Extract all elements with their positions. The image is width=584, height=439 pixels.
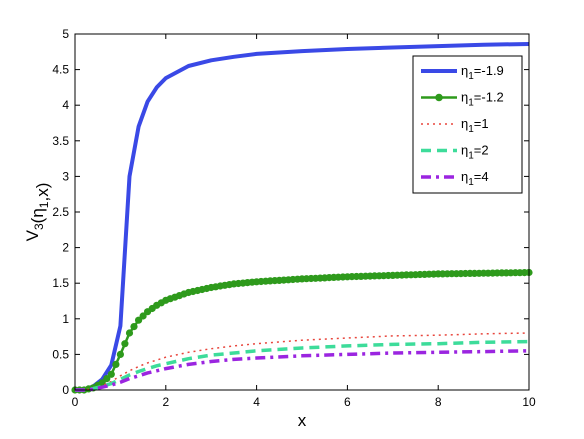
x-axis-label: x [298, 411, 307, 430]
series-line-3 [75, 339, 530, 392]
x-tick-label: 10 [522, 395, 536, 409]
x-tick-label: 0 [72, 395, 79, 409]
y-tick-label: 5 [62, 27, 69, 41]
y-tick-label: 1.5 [52, 276, 69, 290]
series-line-0 [75, 42, 530, 392]
legend-entry-label: η1=-1.2 [461, 90, 504, 109]
series-marker [112, 360, 120, 368]
legend-entry-label: η1=-1.9 [461, 63, 504, 82]
series-line-1 [75, 271, 530, 392]
y-tick-label: 0 [62, 383, 69, 397]
y-tick-label: 2.5 [52, 205, 69, 219]
legend: η1=-1.9 η1=-1.2 η1=1 η1=2 η1=4 [412, 55, 523, 194]
legend-marker [435, 93, 443, 102]
legend-entry-label: η1=4 [461, 169, 489, 188]
series-marker [135, 316, 143, 324]
y-tick-label: 3.5 [52, 134, 69, 148]
y-tick-label: 4 [62, 98, 69, 112]
series-marker [125, 329, 134, 337]
series-marker [130, 323, 138, 331]
series-line-4 [75, 349, 530, 392]
series-marker [107, 370, 115, 378]
axis-ticks: 0 2 4 6 8 10 0 0.5 1 1.5 2 2.5 3 3.5 4 4.5 5 [52, 27, 536, 409]
y-tick-label: 1 [62, 312, 69, 326]
y-tick-label: 3 [62, 169, 69, 183]
x-tick-label: 2 [162, 395, 169, 409]
plot-lines [71, 42, 533, 394]
y-tick-label: 4.5 [52, 63, 69, 77]
series-marker [98, 379, 106, 387]
legend-entry-label: η1=2 [461, 143, 489, 162]
series-line-2 [75, 332, 530, 391]
series-marker [116, 350, 124, 358]
x-tick-label: 8 [435, 395, 442, 409]
series-marker [139, 312, 147, 320]
legend-box [412, 55, 523, 194]
x-tick-label: 4 [253, 395, 260, 409]
y-tick-label: 0.5 [52, 347, 69, 361]
legend-entry-label: η1=1 [461, 116, 489, 135]
x-tick-label: 6 [344, 395, 351, 409]
series-marker [121, 340, 129, 348]
series-marker [103, 375, 111, 383]
y-tick-label: 2 [62, 241, 69, 255]
y-axis-label: V3(η1,x) [23, 183, 52, 242]
